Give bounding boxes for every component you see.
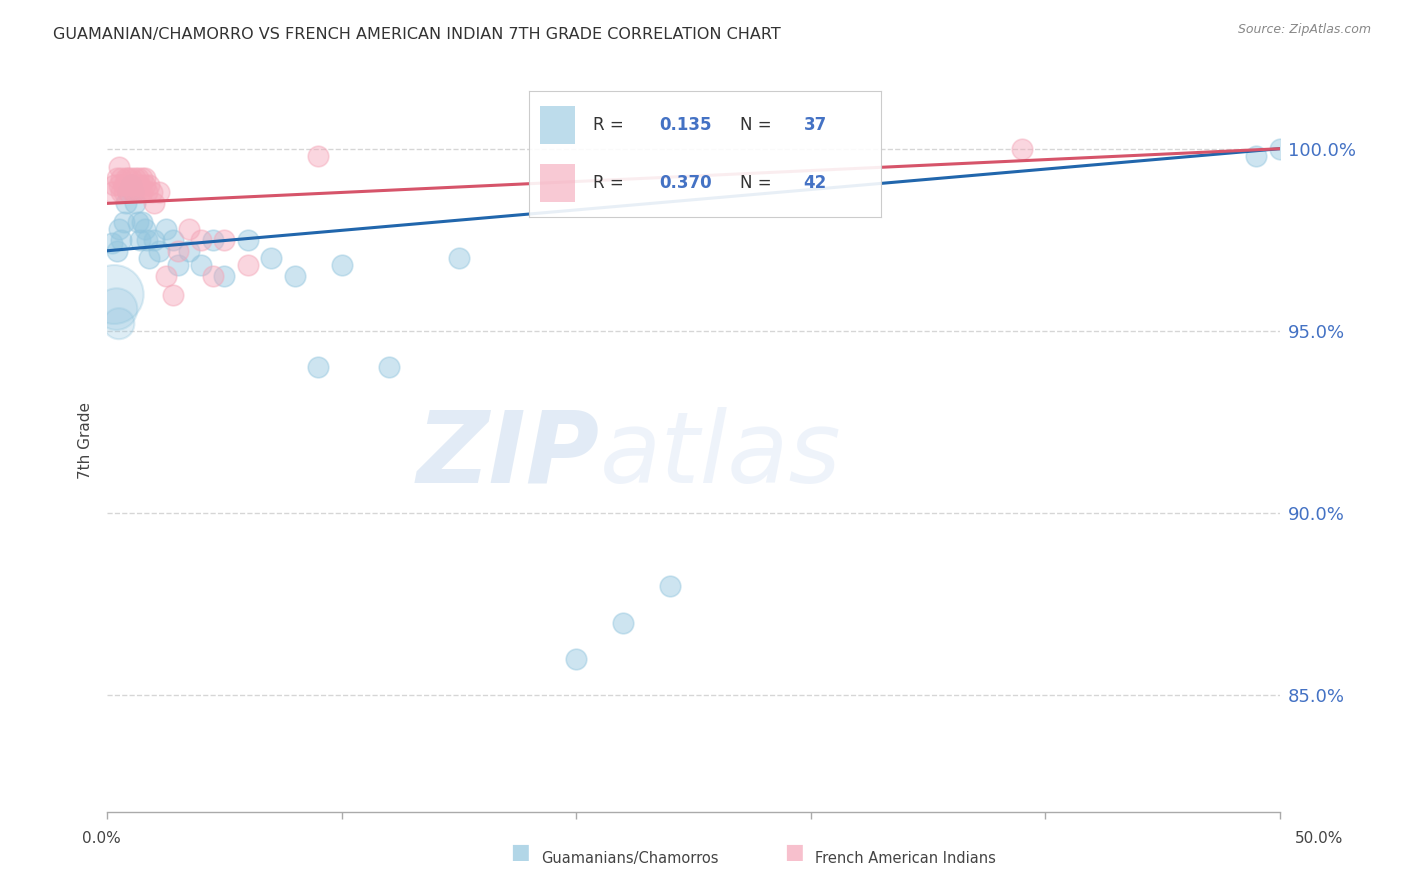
Point — [127, 170, 149, 185]
Point — [124, 170, 146, 185]
Text: 0.0%: 0.0% — [82, 831, 121, 846]
Point — [103, 178, 125, 193]
Point — [214, 233, 236, 247]
Point — [214, 269, 236, 284]
Point — [148, 186, 170, 200]
Point — [190, 258, 212, 272]
Point — [127, 214, 149, 228]
Point — [112, 186, 135, 200]
Text: atlas: atlas — [599, 407, 841, 504]
Point — [260, 251, 283, 265]
Point — [120, 178, 142, 193]
Point — [136, 186, 159, 200]
Point — [103, 287, 125, 301]
Text: French American Indians: French American Indians — [815, 851, 997, 865]
Text: Source: ZipAtlas.com: Source: ZipAtlas.com — [1237, 23, 1371, 37]
Point — [124, 196, 146, 211]
Point — [131, 214, 153, 228]
Point — [155, 222, 177, 236]
Point — [565, 652, 588, 666]
Point — [110, 170, 132, 185]
Point — [131, 170, 153, 185]
Point — [201, 233, 224, 247]
Text: 50.0%: 50.0% — [1295, 831, 1343, 846]
Point — [108, 222, 131, 236]
Point — [162, 233, 184, 247]
Text: ZIP: ZIP — [416, 407, 599, 504]
Point — [201, 269, 224, 284]
Point — [129, 178, 152, 193]
Point — [612, 615, 634, 630]
Point — [134, 178, 156, 193]
Point — [105, 302, 128, 317]
Point — [330, 258, 353, 272]
Point — [166, 244, 188, 258]
Point — [236, 258, 259, 272]
Point — [284, 269, 307, 284]
Point — [136, 233, 159, 247]
Point — [179, 244, 201, 258]
Point — [307, 149, 329, 163]
Point — [658, 579, 681, 593]
Point — [117, 170, 139, 185]
Point — [108, 178, 131, 193]
Point — [124, 186, 146, 200]
Point — [115, 170, 138, 185]
Point — [155, 269, 177, 284]
Point — [129, 186, 152, 200]
Y-axis label: 7th Grade: 7th Grade — [79, 401, 93, 479]
Point — [179, 222, 201, 236]
Point — [131, 186, 153, 200]
Point — [110, 186, 132, 200]
Point — [117, 186, 139, 200]
Point — [101, 236, 124, 251]
Text: ■: ■ — [510, 842, 530, 862]
Point — [115, 178, 138, 193]
Point — [1268, 142, 1291, 156]
Point — [122, 186, 145, 200]
Point — [105, 170, 128, 185]
Point — [134, 170, 156, 185]
Point — [1244, 149, 1267, 163]
Point — [138, 251, 160, 265]
Text: Guamanians/Chamorros: Guamanians/Chamorros — [541, 851, 718, 865]
Point — [122, 178, 145, 193]
Point — [1011, 142, 1033, 156]
Point — [105, 244, 128, 258]
Point — [120, 178, 142, 193]
Point — [447, 251, 470, 265]
Point — [134, 222, 156, 236]
Point — [138, 178, 160, 193]
Point — [110, 233, 132, 247]
Point — [115, 196, 138, 211]
Point — [112, 214, 135, 228]
Point — [127, 178, 149, 193]
Point — [117, 186, 139, 200]
Point — [112, 178, 135, 193]
Point — [143, 196, 166, 211]
Point — [101, 186, 124, 200]
Point — [141, 186, 163, 200]
Point — [108, 160, 131, 174]
Point — [120, 170, 142, 185]
Text: GUAMANIAN/CHAMORRO VS FRENCH AMERICAN INDIAN 7TH GRADE CORRELATION CHART: GUAMANIAN/CHAMORRO VS FRENCH AMERICAN IN… — [53, 27, 782, 42]
Point — [129, 233, 152, 247]
Point — [162, 287, 184, 301]
Point — [377, 360, 399, 375]
Point — [166, 258, 188, 272]
Point — [122, 186, 145, 200]
Text: ■: ■ — [785, 842, 804, 862]
Point — [307, 360, 329, 375]
Point — [236, 233, 259, 247]
Point — [143, 233, 166, 247]
Point — [190, 233, 212, 247]
Point — [148, 244, 170, 258]
Point — [108, 317, 131, 331]
